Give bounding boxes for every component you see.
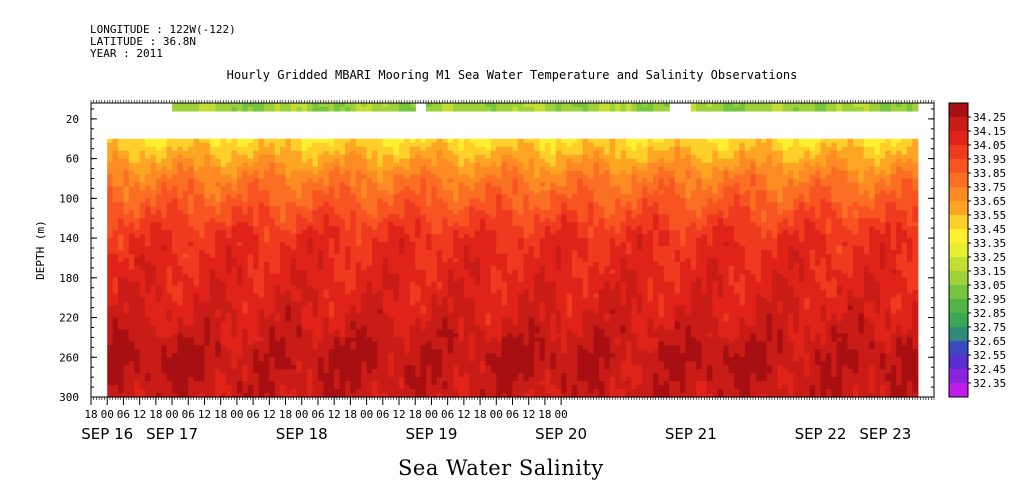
x-date-label: SEP 23 xyxy=(859,425,911,443)
colorbar-swatch xyxy=(949,313,968,328)
x-hour-label: 18 xyxy=(473,408,486,421)
colorbar-label: 33.95 xyxy=(973,153,1006,166)
colorbar-swatch xyxy=(949,299,968,314)
colorbar-label: 33.75 xyxy=(973,181,1006,194)
colorbar-swatch xyxy=(949,201,968,216)
y-tick-label: 60 xyxy=(66,153,79,166)
colorbar-swatch xyxy=(949,271,968,286)
x-hour-label: 00 xyxy=(230,408,243,421)
x-hour-label: 18 xyxy=(149,408,162,421)
colorbar-swatch xyxy=(949,383,968,398)
x-date-label: SEP 19 xyxy=(405,425,457,443)
x-hour-label: 12 xyxy=(198,408,211,421)
x-hour-label: 12 xyxy=(457,408,470,421)
colorbar-label: 32.35 xyxy=(973,377,1006,390)
colorbar-swatch xyxy=(949,187,968,202)
x-date-label: SEP 17 xyxy=(146,425,198,443)
x-date-label: SEP 18 xyxy=(276,425,328,443)
x-hour-label: 12 xyxy=(328,408,341,421)
colorbar-label: 33.65 xyxy=(973,195,1006,208)
colorbar-swatch xyxy=(949,327,968,342)
colorbar-swatch xyxy=(949,215,968,230)
x-hour-label: 12 xyxy=(263,408,276,421)
y-tick-label: 300 xyxy=(59,391,79,404)
x-hour-label: 18 xyxy=(409,408,422,421)
colorbar-swatch xyxy=(949,257,968,272)
x-date-label: SEP 20 xyxy=(535,425,587,443)
x-hour-label: 06 xyxy=(311,408,324,421)
heatmap-cells xyxy=(107,103,919,398)
chart-title: Hourly Gridded MBARI Mooring M1 Sea Wate… xyxy=(226,68,798,82)
colorbar-swatch xyxy=(949,355,968,370)
x-hour-label: 06 xyxy=(246,408,259,421)
longitude-label: LONGITUDE : 122W(-122) xyxy=(90,23,236,36)
colorbar-swatch xyxy=(949,103,968,118)
colorbar-label: 34.05 xyxy=(973,139,1006,152)
latitude-label: LATITUDE : 36.8N xyxy=(90,35,196,48)
x-hour-label: 00 xyxy=(360,408,373,421)
y-tick-label: 20 xyxy=(66,113,79,126)
colorbar-label: 32.45 xyxy=(973,363,1006,376)
x-hour-label: 18 xyxy=(214,408,227,421)
x-date-label: SEP 22 xyxy=(795,425,847,443)
x-hour-label: 00 xyxy=(101,408,114,421)
colorbar-label: 34.25 xyxy=(973,111,1006,124)
colorbar-label: 33.45 xyxy=(973,223,1006,236)
x-hour-label: 12 xyxy=(522,408,535,421)
y-tick-label: 100 xyxy=(59,192,79,205)
y-tick-label: 260 xyxy=(59,351,79,364)
chart-bottom-title: Sea Water Salinity xyxy=(398,456,604,480)
x-hour-label: 00 xyxy=(165,408,178,421)
x-date-label: SEP 21 xyxy=(665,425,717,443)
colorbar-swatch xyxy=(949,117,968,132)
x-hour-label: 12 xyxy=(133,408,146,421)
x-hour-label: 18 xyxy=(279,408,292,421)
colorbar-label: 33.05 xyxy=(973,279,1006,292)
colorbar-swatch xyxy=(949,159,968,174)
colorbar-label: 33.55 xyxy=(973,209,1006,222)
colorbar-swatch xyxy=(949,145,968,160)
colorbar-swatch xyxy=(949,173,968,188)
x-hour-label: 06 xyxy=(506,408,519,421)
x-hour-label: 06 xyxy=(117,408,130,421)
colorbar-swatch xyxy=(949,341,968,356)
x-hour-label: 00 xyxy=(490,408,503,421)
colorbar-label: 33.15 xyxy=(973,265,1006,278)
x-hour-label: 06 xyxy=(376,408,389,421)
y-tick-label: 180 xyxy=(59,272,79,285)
x-hour-label: 06 xyxy=(182,408,195,421)
colorbar-label: 32.95 xyxy=(973,293,1006,306)
colorbar-label: 32.65 xyxy=(973,335,1006,348)
x-hour-label: 00 xyxy=(295,408,308,421)
x-hour-label: 12 xyxy=(392,408,405,421)
x-hour-label: 18 xyxy=(84,408,97,421)
x-hour-label: 00 xyxy=(555,408,568,421)
colorbar-frame xyxy=(948,102,969,398)
colorbar-label: 33.35 xyxy=(973,237,1006,250)
colorbar-label: 33.25 xyxy=(973,251,1006,264)
colorbar-swatch xyxy=(949,131,968,146)
year-label: YEAR : 2011 xyxy=(90,47,163,60)
y-tick-label: 220 xyxy=(59,312,79,325)
x-date-label: SEP 16 xyxy=(81,425,133,443)
colorbar-label: 32.55 xyxy=(973,349,1006,362)
colorbar-swatch xyxy=(949,229,968,244)
colorbar-label: 32.75 xyxy=(973,321,1006,334)
x-hour-label: 18 xyxy=(344,408,357,421)
x-hour-label: 18 xyxy=(538,408,551,421)
colorbar-label: 34.15 xyxy=(973,125,1006,138)
x-hour-label: 00 xyxy=(425,408,438,421)
colorbar-label: 32.85 xyxy=(973,307,1006,320)
colorbar-swatch xyxy=(949,243,968,258)
y-axis-label: DEPTH (m) xyxy=(34,220,47,280)
colorbar-label: 33.85 xyxy=(973,167,1006,180)
colorbar-swatch xyxy=(949,369,968,384)
x-hour-label: 06 xyxy=(441,408,454,421)
y-tick-label: 140 xyxy=(59,232,79,245)
colorbar-swatch xyxy=(949,285,968,300)
